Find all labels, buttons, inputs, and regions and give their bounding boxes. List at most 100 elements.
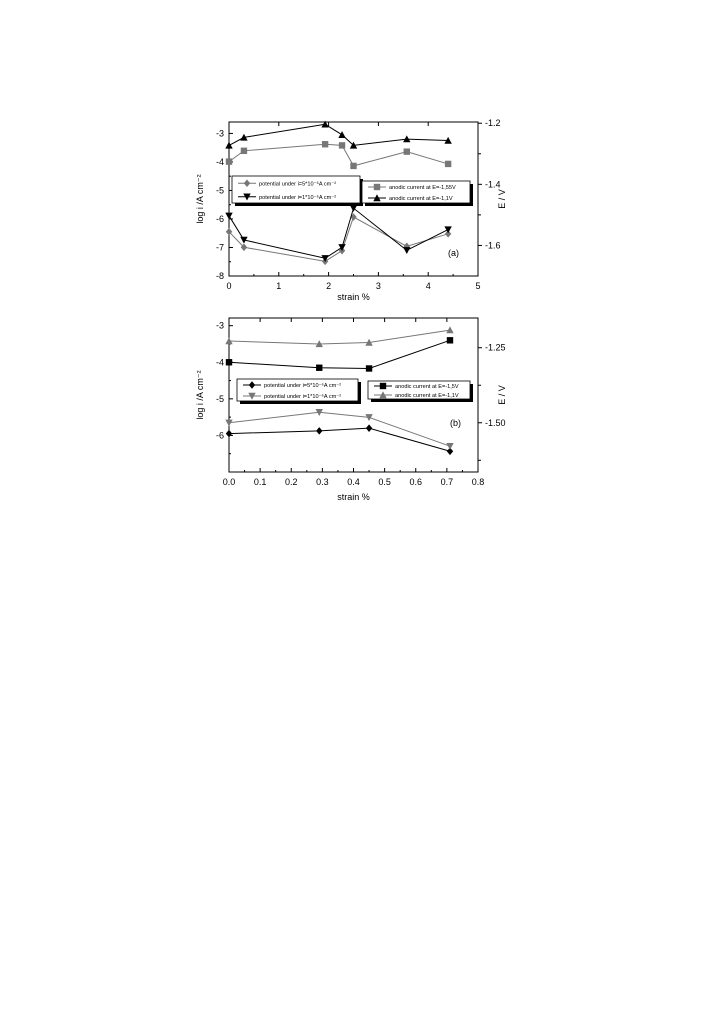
- data-point: [338, 142, 346, 149]
- x-tick-label: 0.7: [441, 477, 454, 487]
- x-tick-label: 0.8: [472, 477, 485, 487]
- data-point: [225, 212, 233, 220]
- series-triangle-down: [225, 409, 454, 450]
- data-point: [315, 409, 323, 416]
- x-tick-label: 0.1: [254, 477, 267, 487]
- legend-box: [231, 175, 361, 204]
- y2-tick-label: -1.6: [485, 240, 501, 250]
- data-point: [446, 326, 454, 334]
- legend-label: anodic current at E=-1,1V: [389, 196, 453, 202]
- data-point: [225, 429, 233, 438]
- data-point: [315, 340, 323, 348]
- y-tick-label: -6: [216, 214, 224, 224]
- series-line: [228, 411, 451, 447]
- data-point: [240, 236, 248, 244]
- series-line: [228, 339, 451, 369]
- data-point: [321, 120, 329, 128]
- x-tick-label: 5: [475, 281, 480, 291]
- data-point: [365, 365, 373, 372]
- legend-marker: [248, 392, 256, 400]
- legend-box: [236, 378, 359, 402]
- x-tick-label: 0.0: [223, 477, 236, 487]
- series-triangle-down: [225, 204, 452, 262]
- x-tick-label: 1: [276, 281, 281, 291]
- data-point: [321, 255, 329, 262]
- x-tick-label: 0.3: [316, 477, 329, 487]
- data-point: [350, 162, 357, 170]
- y2-tick-label: -1.25: [485, 343, 506, 353]
- data-point: [225, 337, 233, 345]
- legend-anodic-current: anodic current at E=-1,55V anodic current…: [361, 180, 473, 206]
- y2-axis-label: E / V: [497, 385, 507, 405]
- legend-marker: [379, 382, 387, 390]
- legend-potential: potential under i=5*10⁻⁶A cm⁻² potential …: [231, 175, 363, 206]
- data-point: [446, 337, 454, 344]
- legend-anodic-current: anodic current at E=-1,5V anodic current …: [367, 380, 473, 402]
- legend-marker: [248, 381, 256, 389]
- y-axis-label: log i /A cm⁻²: [195, 370, 205, 419]
- legend-label: anodic current at E=-1,55V: [389, 185, 456, 191]
- legend-marker: [243, 193, 251, 201]
- x-tick-label: 0.2: [285, 477, 298, 487]
- x-tick-label: 0.5: [378, 477, 391, 487]
- series-line: [228, 329, 451, 345]
- data-point: [365, 414, 373, 422]
- chart-panel-b: 0.0 0.1 0.2 0.3 0.4 0.5 0.6 0.7 0.8 -3 -4 -5 -6 -1.25…: [195, 317, 507, 502]
- data-point: [446, 442, 454, 450]
- data-point: [444, 136, 452, 144]
- series-triangle-up: [225, 326, 454, 348]
- x-tick-label: 2: [326, 281, 331, 291]
- y-tick-label: -5: [216, 394, 224, 404]
- x-axis-label: strain %: [337, 492, 370, 502]
- series-triangle-up: [225, 120, 452, 149]
- data-point: [446, 447, 454, 456]
- y-tick-label: -7: [216, 242, 224, 252]
- y2-tick-label: -1.2: [485, 118, 501, 128]
- y-axis-label: log i /A cm⁻²: [195, 174, 205, 223]
- x-tick-label: 0: [226, 281, 231, 291]
- data-point: [403, 247, 411, 255]
- x-tick-label: 0.4: [347, 477, 360, 487]
- data-point: [316, 364, 323, 371]
- series-diamond: [225, 424, 454, 456]
- legend-label: anodic current at E=-1,1V: [395, 393, 459, 399]
- series-line: [228, 143, 449, 167]
- data-point: [349, 141, 358, 149]
- legend-marker: [379, 391, 387, 399]
- series-line: [228, 123, 449, 146]
- chart-panel-a: 0 1 2 3 4 5 -3 -4 -5 -6 -7 -8 -1.2 -1.4 -1.6 strain % lo…: [195, 118, 507, 302]
- legend-marker: [373, 194, 381, 202]
- legend-label: potential under i=5*10⁻⁶A cm⁻²: [264, 382, 341, 389]
- data-point: [225, 359, 233, 366]
- data-point: [444, 230, 452, 238]
- data-point: [349, 204, 358, 212]
- y-tick-label: -8: [216, 271, 224, 281]
- data-point: [403, 148, 410, 155]
- data-point: [365, 424, 373, 432]
- y2-tick-label: -1.50: [485, 418, 506, 428]
- legend-box: [367, 380, 471, 400]
- y-tick-label: -5: [216, 185, 224, 195]
- data-point: [240, 243, 248, 252]
- data-point: [444, 160, 452, 168]
- data-point: [338, 131, 346, 139]
- data-point: [225, 158, 233, 165]
- data-point: [225, 419, 233, 427]
- legend-marker: [373, 183, 381, 191]
- legend-box: [361, 180, 471, 204]
- y2-tick-label: -1.4: [485, 179, 501, 189]
- data-point: [316, 427, 323, 435]
- data-point: [225, 227, 233, 236]
- x-tick-label: 0.6: [409, 477, 422, 487]
- legend-marker: [243, 179, 251, 188]
- legend-label: potential under i=1*10⁻⁶A cm⁻²: [264, 393, 341, 400]
- x-axis-label: strain %: [337, 292, 370, 302]
- legend-label: anodic current at E=-1,5V: [395, 384, 459, 390]
- series-line: [228, 216, 449, 262]
- data-point: [365, 338, 373, 346]
- legend-label: potential under i=1*10⁻⁶A cm⁻²: [259, 194, 336, 201]
- series-line: [228, 427, 451, 452]
- series-square: [225, 141, 452, 170]
- data-point: [240, 133, 248, 141]
- y-tick-label: -3: [216, 321, 224, 331]
